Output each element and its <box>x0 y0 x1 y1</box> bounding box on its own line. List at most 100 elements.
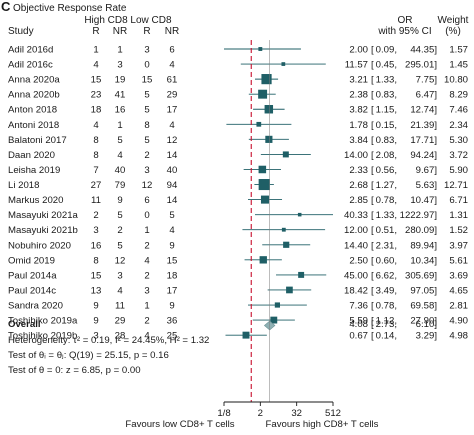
overall-ci-low: 2.73, <box>376 319 397 330</box>
ci-high-value: 1222.97] <box>400 210 437 221</box>
study-name: Balatoni 2017 <box>8 135 67 146</box>
ci-high-value: 3.29] <box>416 331 437 342</box>
ci-bracket: [ <box>371 180 374 191</box>
ci-low-value: 0.83, <box>376 135 397 146</box>
low-r-cell: 6 <box>144 195 149 206</box>
weight-value: 5.90 <box>449 165 468 176</box>
or-value: 5.59 <box>349 316 368 327</box>
low-r-cell: 8 <box>144 120 149 131</box>
header-low-group: Low CD8 <box>130 15 172 26</box>
study-name: Paul 2014a <box>8 270 57 281</box>
study-marker <box>260 195 269 204</box>
high-r-cell: 3 <box>93 225 98 236</box>
or-value: 14.00 <box>344 150 368 161</box>
or-value: 2.38 <box>349 90 368 101</box>
ci-bracket: [ <box>371 255 374 266</box>
study-name: Sandra 2020 <box>8 301 63 312</box>
overall-ci-high: 6.10] <box>416 319 437 330</box>
ci-low-value: 1.12, <box>376 316 397 327</box>
ci-bracket: [ <box>371 240 374 251</box>
high-r-cell: 8 <box>93 255 98 266</box>
axis-tick-label: 32 <box>291 408 302 419</box>
high-nr-cell: 3 <box>117 270 122 281</box>
low-nr-cell: 61 <box>167 75 178 86</box>
high-r-cell: 8 <box>93 150 98 161</box>
or-value: 11.57 <box>345 60 368 71</box>
low-r-cell: 2 <box>144 270 149 281</box>
low-r-cell: 3 <box>144 285 149 296</box>
favours-high-label: Favours high CD8+ T cells <box>266 419 379 430</box>
ci-high-value: 6.47] <box>416 90 437 101</box>
high-r-cell: 23 <box>91 90 102 101</box>
study-marker <box>286 286 293 294</box>
ci-bracket: [ <box>371 60 374 71</box>
ci-bracket: [ <box>371 75 374 86</box>
high-nr-cell: 5 <box>117 210 122 221</box>
weight-value: 3.69 <box>449 270 468 281</box>
study-marker <box>261 74 272 85</box>
overall-bracket: [ <box>371 319 374 330</box>
ci-low-value: 0.51, <box>376 225 397 236</box>
ci-high-value: 305.69] <box>405 270 437 281</box>
plot-marks <box>224 40 333 402</box>
overall-label: Overall <box>8 319 41 330</box>
study-name: Anton 2018 <box>8 105 57 116</box>
ci-low-value: 0.45, <box>376 60 397 71</box>
low-r-cell: 0 <box>144 60 149 71</box>
or-value: 7.36 <box>349 301 368 312</box>
low-r-cell: 1 <box>144 225 149 236</box>
high-nr-cell: 12 <box>115 255 126 266</box>
high-r-cell: 16 <box>91 240 102 251</box>
study-name: Paul 2014c <box>8 285 56 296</box>
chart-title: Objective Response Rate <box>13 3 127 14</box>
or-value: 18.42 <box>344 285 368 296</box>
low-nr-cell: 17 <box>167 285 178 296</box>
study-marker <box>264 105 274 114</box>
low-nr-cell: 14 <box>167 150 178 161</box>
high-r-cell: 9 <box>93 316 98 327</box>
study-marker <box>297 212 302 217</box>
panel-label: C <box>1 0 11 14</box>
ci-high-value: 17.71] <box>410 135 437 146</box>
low-nr-cell: 9 <box>169 301 174 312</box>
high-r-cell: 18 <box>91 105 102 116</box>
weight-value: 1.45 <box>449 60 468 71</box>
ci-low-value: 1.33, <box>376 210 397 221</box>
study-marker <box>282 151 289 158</box>
study-name: Li 2018 <box>8 180 39 191</box>
high-nr-cell: 40 <box>115 165 126 176</box>
ci-high-value: 280.09] <box>405 225 437 236</box>
high-r-cell: 11 <box>91 195 101 206</box>
low-nr-cell: 94 <box>167 180 178 191</box>
or-value: 2.68 <box>349 180 368 191</box>
study-marker <box>256 121 262 127</box>
study-marker <box>265 135 273 143</box>
ci-high-value: 94.24] <box>410 150 437 161</box>
high-r-cell: 2 <box>93 210 98 221</box>
weight-value: 4.65 <box>449 285 468 296</box>
high-nr-cell: 1 <box>117 120 122 131</box>
low-r-cell: 2 <box>144 240 149 251</box>
ci-low-value: 0.56, <box>376 165 397 176</box>
or-value: 3.84 <box>349 135 368 146</box>
study-marker <box>258 89 268 99</box>
ci-bracket: [ <box>371 316 374 327</box>
stat-heterogeneity: Heterogeneity: τ² = 0.19, I² = 24.45%, H… <box>8 335 209 346</box>
or-value: 3.82 <box>349 105 368 116</box>
low-nr-cell: 25 <box>167 331 178 342</box>
study-marker <box>281 227 286 232</box>
or-value: 2.33 <box>349 165 368 176</box>
high-nr-cell: 5 <box>117 240 122 251</box>
weight-value: 5.30 <box>449 135 468 146</box>
ci-bracket: [ <box>371 195 374 206</box>
header-effect: OR <box>398 15 413 26</box>
high-nr-cell: 41 <box>115 90 126 101</box>
ci-low-value: 0.83, <box>376 90 397 101</box>
high-nr-cell: 19 <box>115 75 126 86</box>
high-r-cell: 27 <box>91 180 102 191</box>
axis-tick-label: 1/8 <box>217 408 230 419</box>
ci-high-value: 7.75] <box>416 75 437 86</box>
low-nr-cell: 4 <box>169 225 175 236</box>
weight-value: 10.80 <box>444 75 468 86</box>
